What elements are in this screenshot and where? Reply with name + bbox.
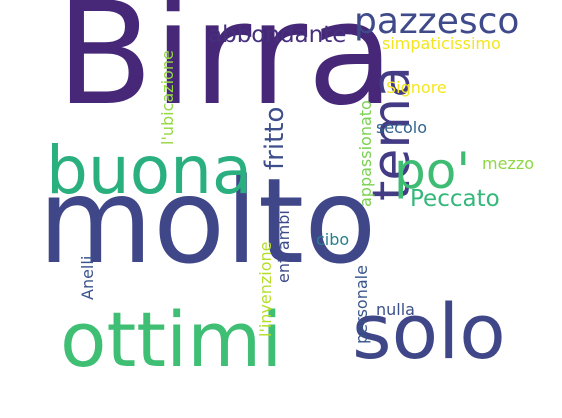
word-7: po' [394,142,471,200]
word-4: solo [352,287,506,376]
word-20: cibo [316,230,350,249]
word-13: Signore [386,78,447,97]
word-5: buona [46,132,253,209]
word-3: ottimi [60,295,283,384]
word-1: Birra [56,0,395,137]
word-15: mezzo [482,154,535,173]
word-9: abbondante [208,22,347,48]
word-14: secolo [376,118,427,137]
word-23: nulla [376,300,415,319]
word-19: entrambi [274,209,293,283]
word-18: l'invenzione [256,241,275,338]
word-21: Anelli [78,255,97,300]
word-17: l'ubicazione [158,50,177,146]
word-2: molto [38,152,377,290]
word-11: Peccato [410,186,500,212]
word-16: appassionato [356,100,375,208]
word-10: fritto [260,106,290,170]
word-8: pazzesco [354,1,520,42]
word-22: personale [352,265,371,345]
word-12: simpaticissimo [382,34,501,53]
